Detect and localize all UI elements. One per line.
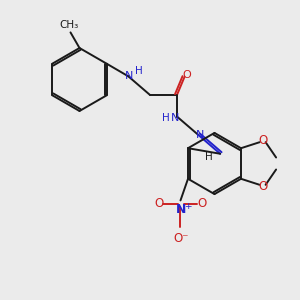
Text: O: O	[155, 197, 164, 210]
Text: O: O	[182, 70, 191, 80]
Text: O: O	[197, 197, 206, 210]
Text: +: +	[184, 202, 191, 211]
Text: N: N	[125, 71, 133, 81]
Text: H: H	[135, 66, 143, 76]
Text: O: O	[259, 179, 268, 193]
Text: H: H	[205, 152, 213, 162]
Text: O⁻: O⁻	[173, 232, 189, 244]
Text: N: N	[171, 113, 180, 123]
Text: CH₃: CH₃	[59, 20, 79, 30]
Text: O: O	[259, 134, 268, 148]
Text: N: N	[196, 130, 204, 140]
Text: H: H	[162, 113, 170, 123]
Text: N: N	[176, 203, 187, 216]
